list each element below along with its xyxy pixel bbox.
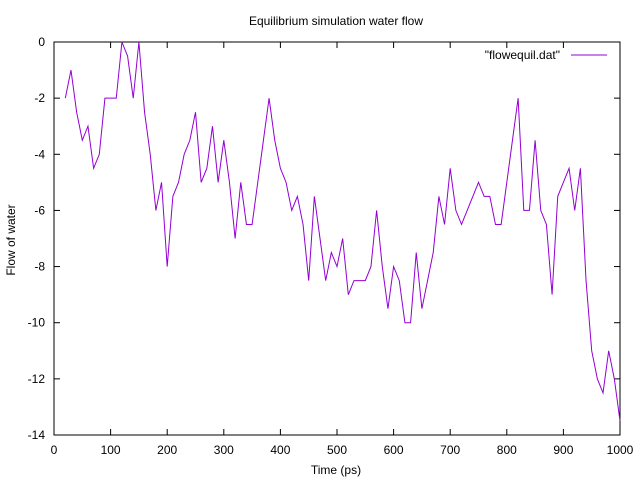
y-tick-label: 0 [38, 35, 45, 49]
x-tick-label: 100 [101, 443, 121, 457]
y-tick-label: -8 [34, 260, 45, 274]
x-tick-label: 0 [51, 443, 58, 457]
x-tick-label: 400 [270, 443, 290, 457]
x-tick-label: 700 [440, 443, 460, 457]
x-tick-label: 900 [553, 443, 573, 457]
plot-area: 0 100 200 300 400 500 600 700 800 900 1000 0 -2 -4 -6 -… [28, 35, 634, 457]
x-axis-label: Time (ps) [311, 463, 361, 477]
y-tick-label: -4 [34, 147, 45, 161]
y-tick-label: -14 [28, 428, 46, 442]
series-line-flowequil [64, 41, 621, 422]
legend-label: "flowequil.dat" [485, 48, 560, 62]
y-tick-label: -10 [28, 316, 46, 330]
x-tick-label: 800 [497, 443, 517, 457]
legend: "flowequil.dat" [485, 48, 607, 62]
y-tick-label: -12 [28, 372, 46, 386]
y-tick-label: -6 [34, 203, 45, 217]
chart-title: Equilibrium simulation water flow [249, 14, 423, 28]
y-tick-label: -2 [34, 91, 45, 105]
x-tick-label: 500 [327, 443, 347, 457]
y-axis-label: Flow of water [4, 204, 18, 275]
x-tick-label: 1000 [607, 443, 634, 457]
plot-frame [53, 41, 621, 436]
x-tick-label: 300 [214, 443, 234, 457]
x-tick-label: 600 [384, 443, 404, 457]
x-tick-label: 200 [157, 443, 177, 457]
